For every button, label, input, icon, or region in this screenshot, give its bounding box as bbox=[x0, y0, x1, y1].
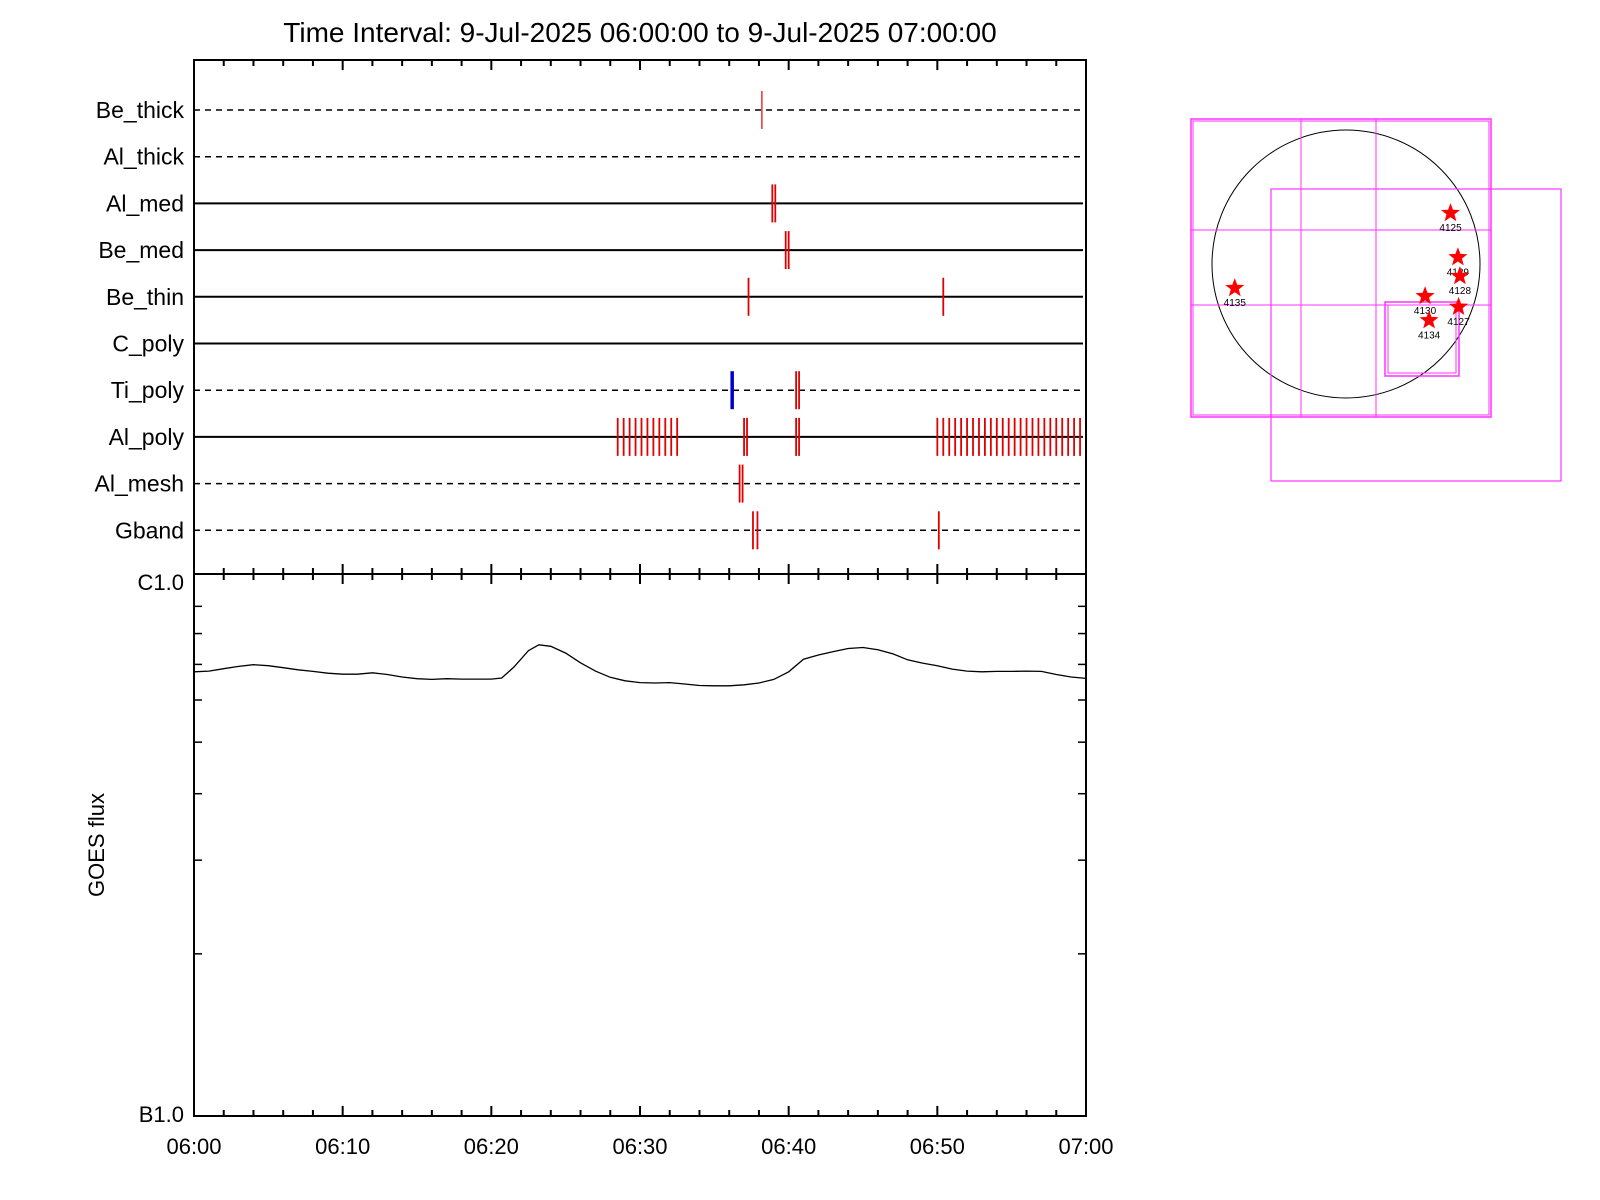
fov-box-offset bbox=[1270, 188, 1562, 482]
x-tick-label: 06:00 bbox=[166, 1134, 221, 1159]
region-label-4134: 4134 bbox=[1418, 330, 1441, 341]
region-star-4130 bbox=[1415, 286, 1435, 305]
goes-flux-line bbox=[193, 644, 1087, 687]
solar-disk-map: 4125412941284130412741344135 bbox=[1190, 118, 1562, 482]
region-label-4127: 4127 bbox=[1447, 317, 1470, 328]
region-label-4128: 4128 bbox=[1449, 286, 1472, 297]
region-label-4125: 4125 bbox=[1439, 223, 1462, 234]
row-label-Be_thin: Be_thin bbox=[106, 284, 184, 310]
region-star-4134 bbox=[1419, 310, 1439, 329]
region-label-4135: 4135 bbox=[1224, 298, 1247, 309]
row-label-Ti_poly: Ti_poly bbox=[111, 377, 185, 403]
y-tick-label: C1.0 bbox=[138, 570, 184, 595]
goes-flux-panel: C1.0 B1.0 06:00 06:10 06:20 06:30 06:40 06:50 07… bbox=[84, 570, 1114, 1159]
row-label-C_poly: C_poly bbox=[112, 331, 184, 357]
x-tick-label: 06:10 bbox=[315, 1134, 370, 1159]
row-label-Al_mesh: Al_mesh bbox=[95, 471, 184, 497]
x-tick-label: 07:00 bbox=[1058, 1134, 1113, 1159]
x-tick-label: 06:40 bbox=[761, 1134, 816, 1159]
fov-box-small-inner bbox=[1387, 304, 1457, 374]
row-label-Al_med: Al_med bbox=[106, 190, 184, 216]
row-label-Al_thick: Al_thick bbox=[103, 144, 184, 170]
row-label-Al_poly: Al_poly bbox=[109, 424, 185, 450]
row-label-Gband: Gband bbox=[115, 517, 184, 543]
goes-frame bbox=[193, 573, 1087, 1117]
region-star-4128 bbox=[1450, 266, 1470, 285]
solar-limb bbox=[1211, 129, 1481, 399]
y-tick-label: B1.0 bbox=[139, 1102, 184, 1127]
fov-box-outer-inner bbox=[1192, 120, 1490, 416]
region-label-4130: 4130 bbox=[1414, 306, 1437, 317]
event-timeline-panel: Be_thick Al_thick Al_med Be_med Be_thin C_pol… bbox=[95, 59, 1087, 575]
x-tick-label: 06:50 bbox=[910, 1134, 965, 1159]
region-star-4125 bbox=[1441, 203, 1460, 222]
fov-box-outer bbox=[1190, 118, 1492, 418]
region-star-4135 bbox=[1225, 278, 1245, 297]
x-tick-label: 06:30 bbox=[612, 1134, 667, 1159]
row-label-Be_med: Be_med bbox=[98, 237, 184, 263]
x-tick-label: 06:20 bbox=[464, 1134, 519, 1159]
region-star-4129 bbox=[1448, 247, 1468, 266]
chart-title: Time Interval: 9-Jul-2025 06:00:00 to 9-… bbox=[283, 17, 996, 48]
region-star-4127 bbox=[1449, 296, 1469, 315]
y-axis-label: GOES flux bbox=[84, 793, 109, 897]
row-label-Be_thick: Be_thick bbox=[96, 97, 185, 123]
timeline-frame bbox=[193, 59, 1087, 575]
